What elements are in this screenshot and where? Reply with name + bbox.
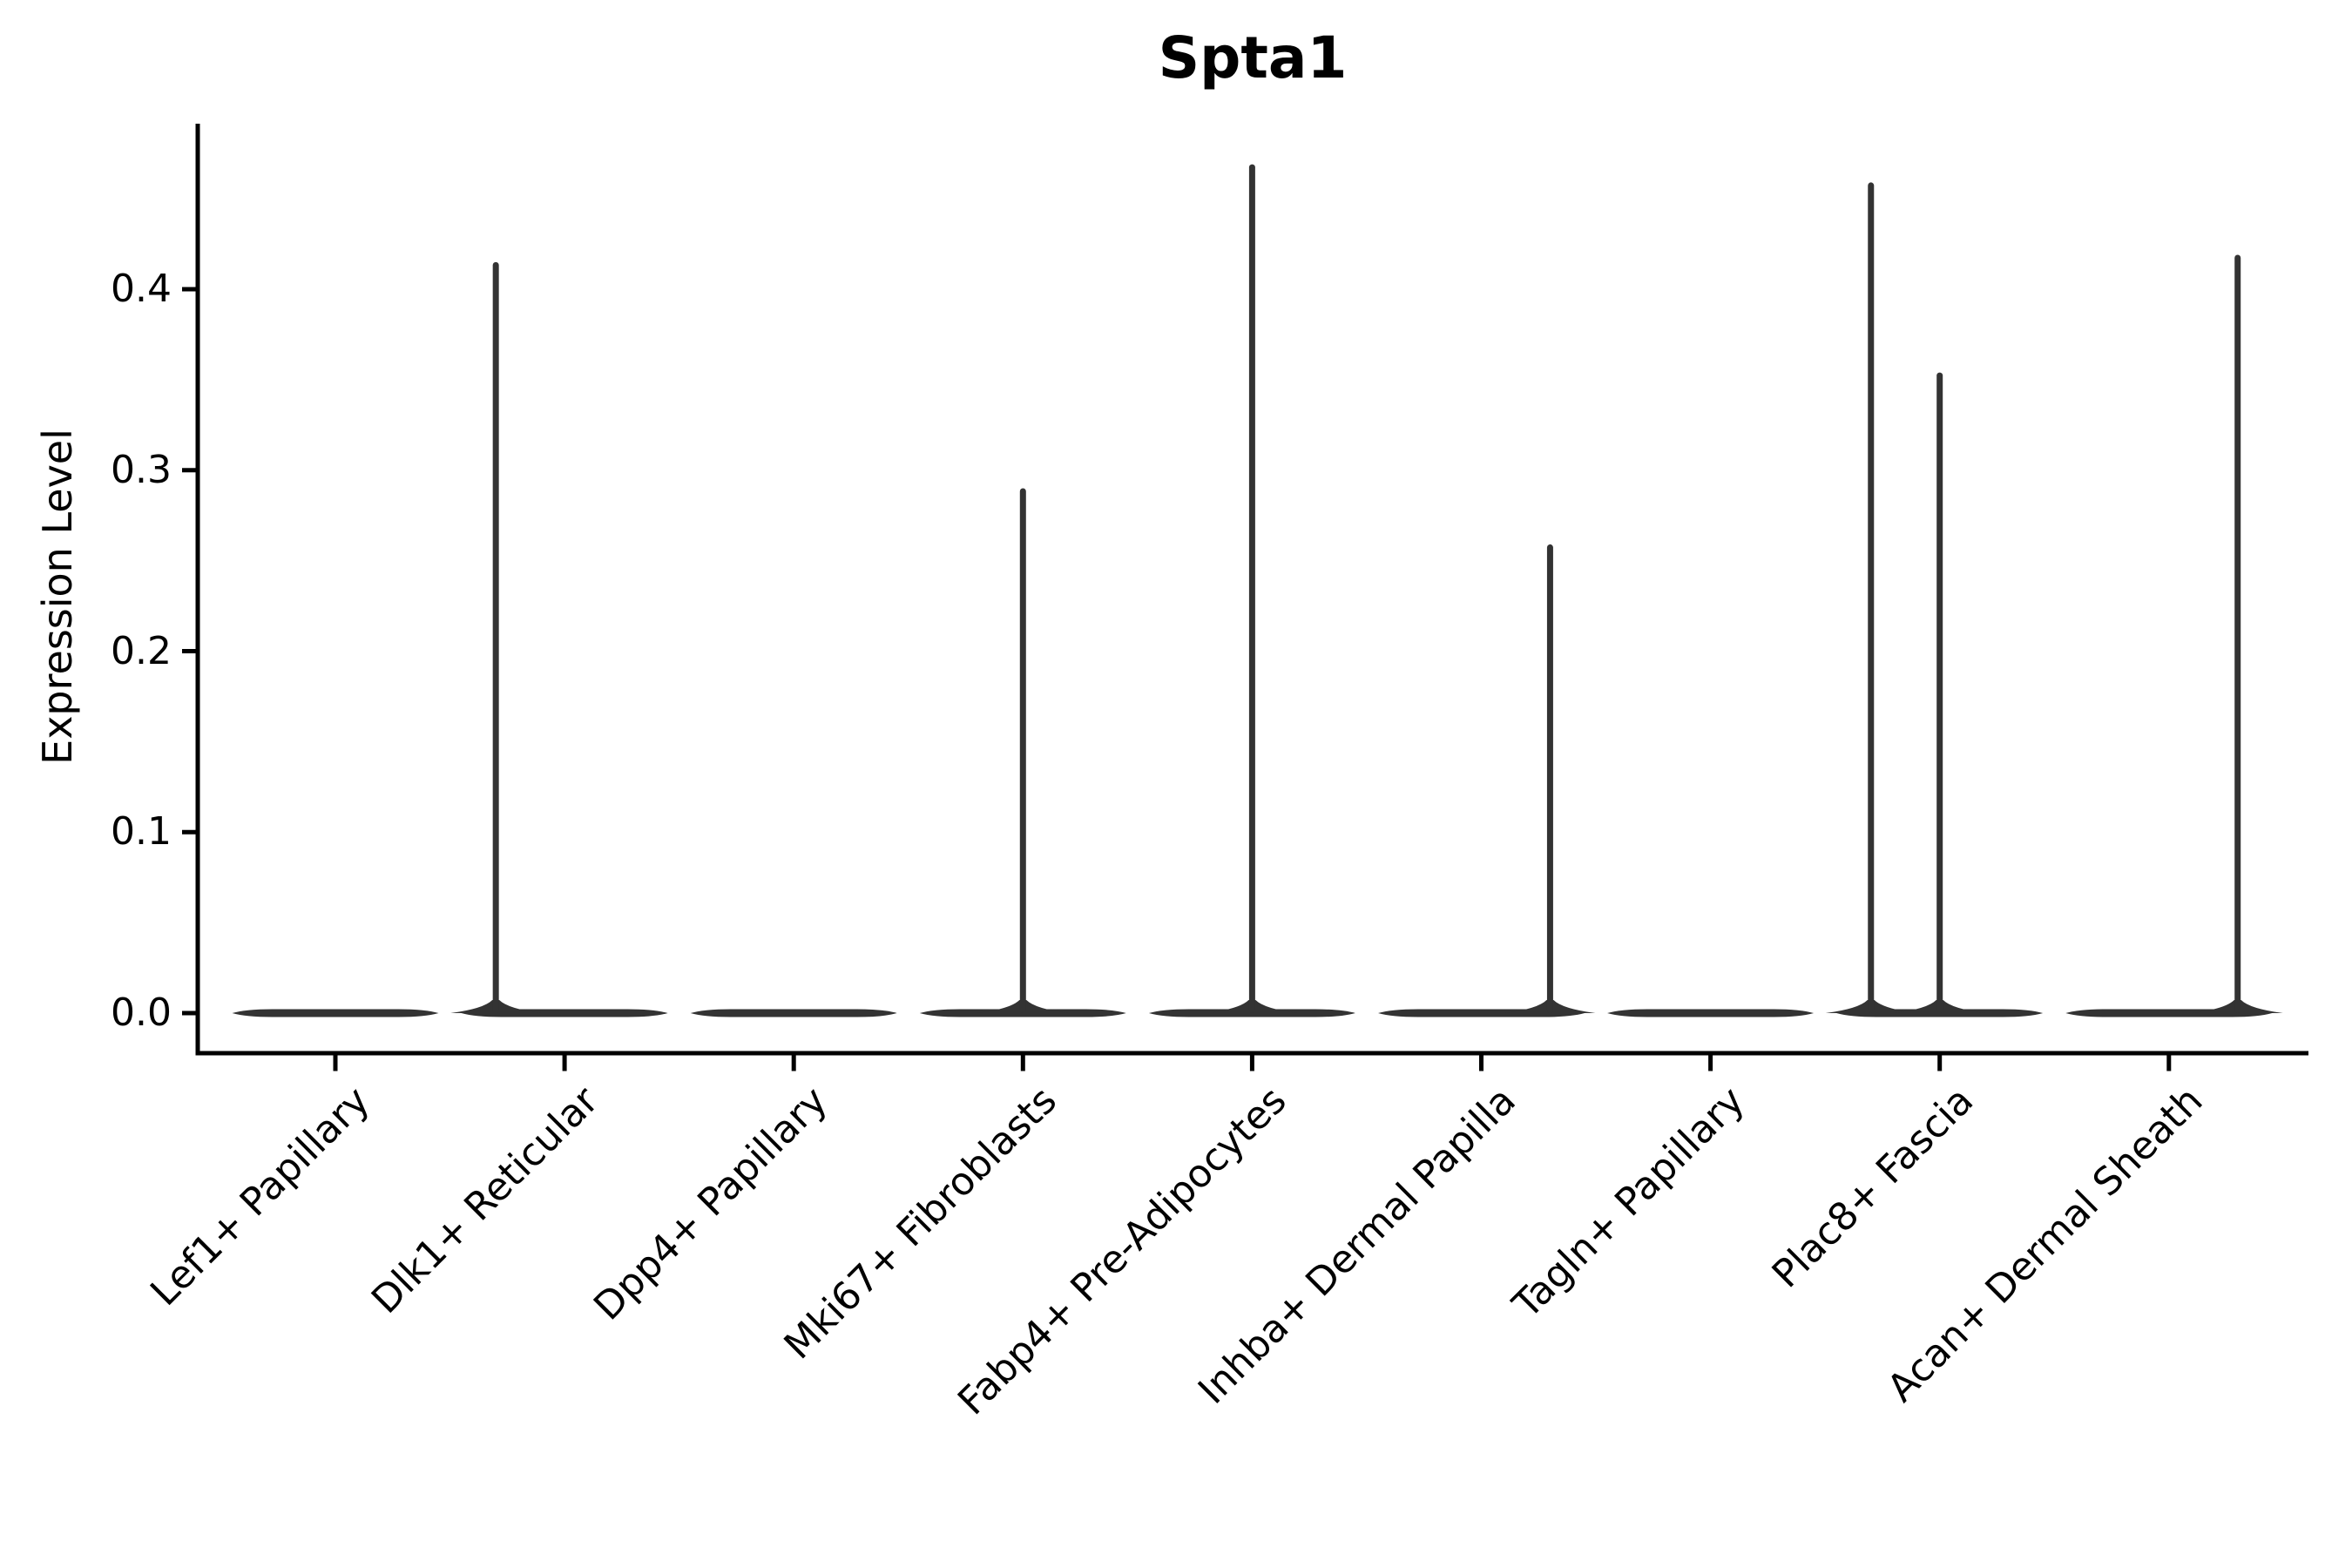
y-tick-label: 0.2 [111, 628, 172, 673]
violin-spike [1546, 544, 1553, 1013]
violin-spike [492, 261, 499, 1013]
violin-spike [1019, 488, 1026, 1013]
violin-spike [1248, 164, 1255, 1014]
violin-inhba-dermal-papilla [1378, 544, 1596, 1017]
violin-dpp4-papillary [690, 1009, 897, 1017]
violin-spike [2234, 254, 2241, 1014]
violin-plac8-fascia [1825, 182, 2044, 1017]
violin-lef1-papillary [232, 1009, 439, 1017]
violin-dlk1-reticular [450, 261, 668, 1017]
y-tick-label: 0.4 [111, 267, 172, 311]
y-tick-label: 0.0 [111, 990, 172, 1035]
y-tick-label: 0.1 [111, 809, 172, 855]
violin-spike [1868, 182, 1875, 1014]
violin-tagln-papillary [1607, 1009, 1815, 1017]
violin-mki67-fibroblasts [919, 488, 1126, 1017]
chart-title: Spta1 [1158, 24, 1348, 91]
violin-body [690, 1009, 897, 1017]
y-tick-label: 0.3 [111, 447, 172, 492]
violin-body [232, 1009, 439, 1017]
violin-spike [1936, 372, 1943, 1013]
violin-acan-dermal-sheath [2065, 254, 2283, 1017]
violin-body [1607, 1009, 1815, 1017]
violin-fabp4-pre-adipocytes [1148, 164, 1355, 1017]
